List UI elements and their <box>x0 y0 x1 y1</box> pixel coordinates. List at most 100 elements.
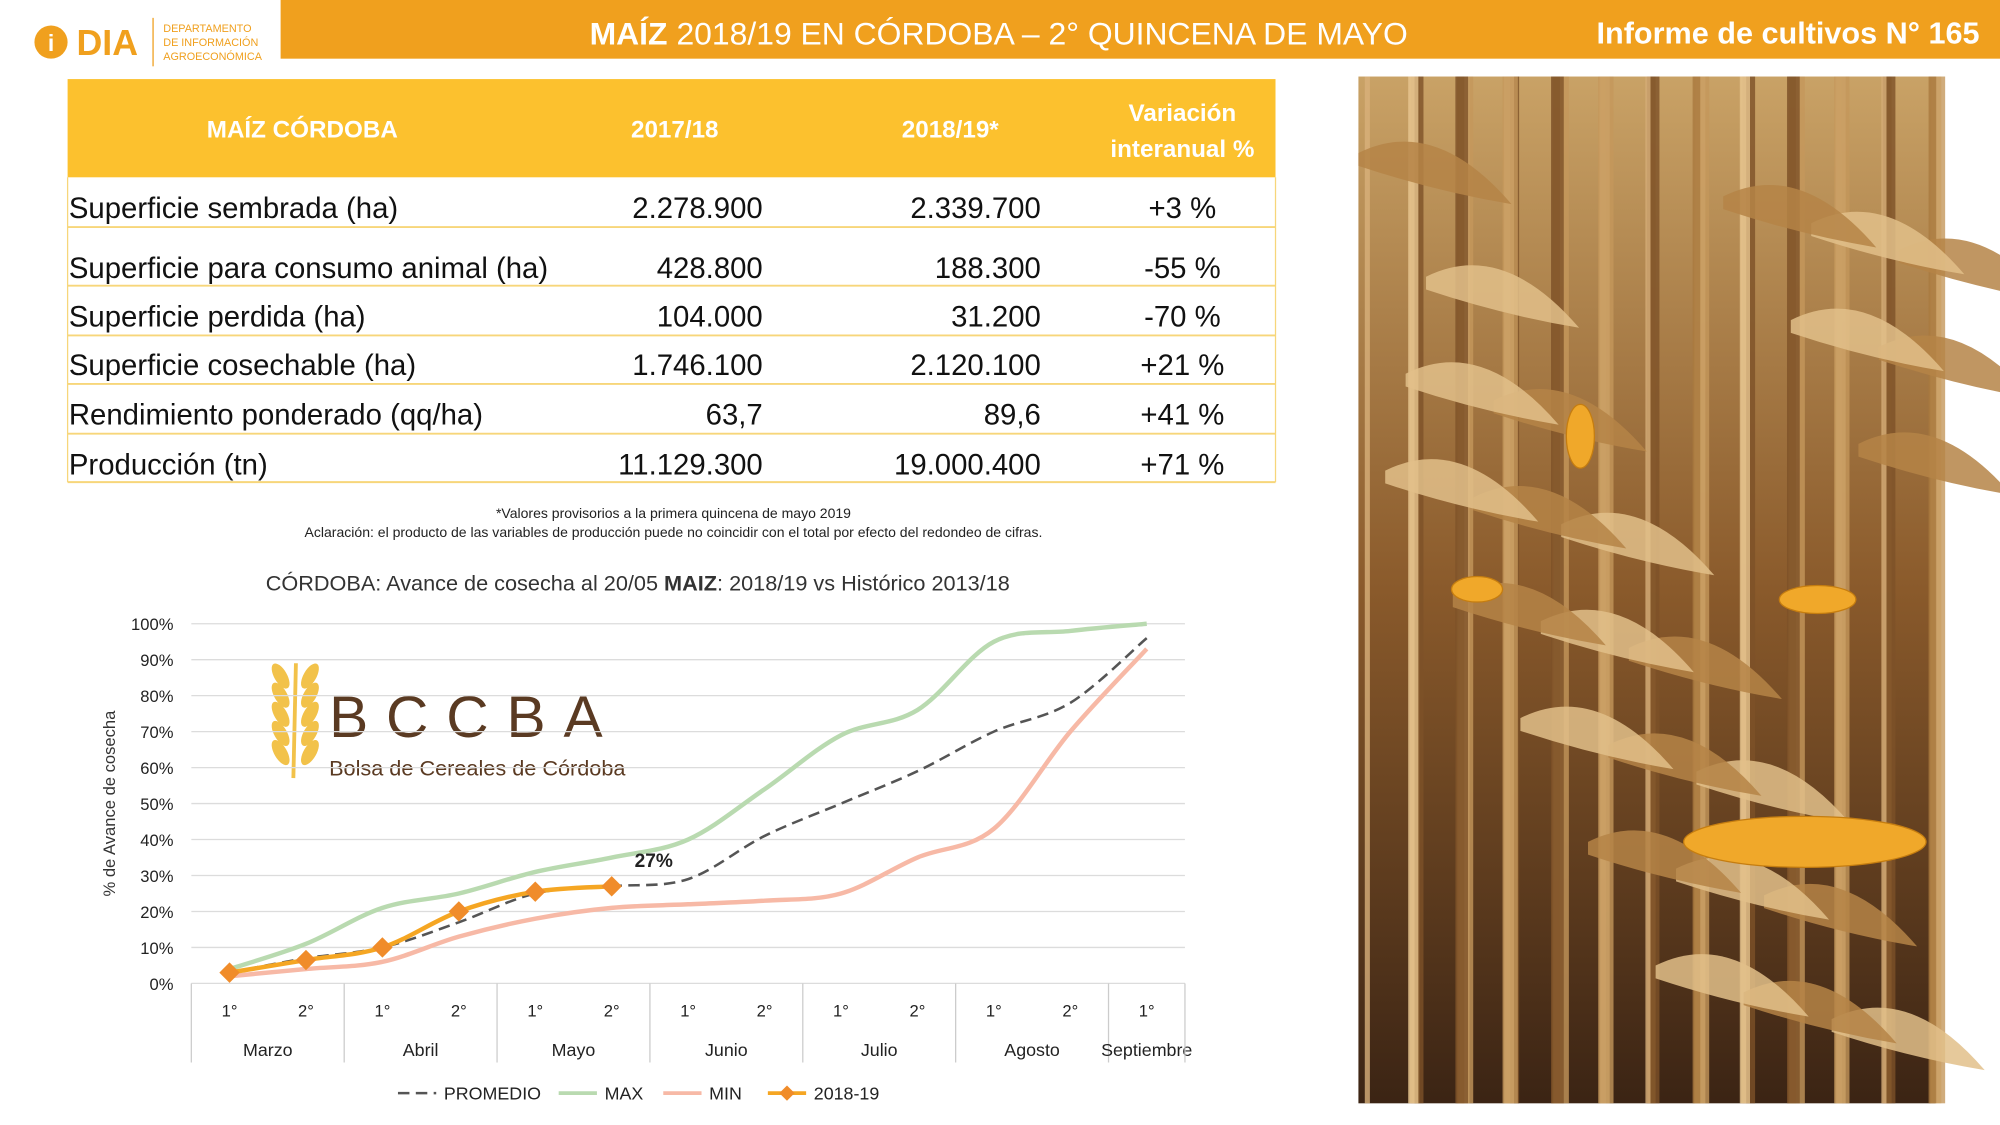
x-tick-label: 1° <box>833 1002 849 1021</box>
stalk <box>1598 76 1614 1104</box>
leaf <box>1385 459 1539 522</box>
wheat-stem <box>291 663 298 779</box>
column-header: MAÍZ CÓRDOBA <box>207 116 398 144</box>
x-tick-label: 2° <box>757 1002 773 1021</box>
logo: DIA <box>77 23 139 63</box>
cell: 19.000.400 <box>894 448 1041 481</box>
chart-title-part: MAIZ <box>664 571 717 596</box>
legend-label: MAX <box>605 1083 644 1103</box>
logo-icon <box>34 25 68 59</box>
cell: +21 % <box>1140 349 1224 382</box>
corn-cob <box>1450 575 1504 603</box>
stalk <box>1928 76 1937 1104</box>
cell: Rendimiento ponderado (qq/ha) <box>69 399 483 432</box>
point-marker <box>525 881 546 902</box>
y-axis-label: % de Avance de cosecha <box>100 710 119 897</box>
cell: 63,7 <box>706 399 763 432</box>
month-label: Julio <box>861 1040 898 1060</box>
month-label: Septiembre <box>1101 1040 1192 1060</box>
wheat-grain <box>271 701 290 727</box>
column-header: 2018/19* <box>902 117 1000 144</box>
leaf <box>1358 141 1512 205</box>
title-bold: MAÍZ <box>590 16 668 52</box>
legend-label: 2018-19 <box>814 1083 880 1103</box>
point-marker <box>601 876 622 897</box>
x-tick-label: 1° <box>986 1002 1002 1021</box>
department: DEPARTAMENTO <box>163 23 251 35</box>
data-label: 27% <box>635 851 673 872</box>
stalk <box>1692 76 1701 1104</box>
leaf <box>1426 265 1580 328</box>
y-tick-label: 20% <box>140 903 173 922</box>
cell: -55 % <box>1144 252 1221 285</box>
y-tick-label: 80% <box>140 687 173 706</box>
department: DE INFORMACIÓN <box>163 36 258 49</box>
wheat-grain <box>271 739 290 766</box>
cell: 188.300 <box>935 252 1041 285</box>
note: *Valores provisorios a la primera quince… <box>496 505 851 521</box>
x-tick-label: 1° <box>222 1002 238 1021</box>
stalk <box>1739 76 1750 1104</box>
series-line <box>229 647 1149 979</box>
cell: Producción (tn) <box>69 448 268 481</box>
cell: +41 % <box>1140 399 1224 432</box>
cell: 31.200 <box>951 301 1041 334</box>
wheat-grain <box>271 720 290 746</box>
cell: Superficie para consumo animal (ha) <box>69 252 548 285</box>
legend-label: MIN <box>709 1083 742 1103</box>
month-label: Mayo <box>552 1040 596 1060</box>
x-tick-label: 1° <box>680 1002 696 1021</box>
y-tick-label: 70% <box>140 723 173 742</box>
cell: 89,6 <box>984 399 1041 432</box>
x-tick-label: 1° <box>1139 1002 1155 1021</box>
stalk <box>1364 76 1370 1104</box>
chart-title-part: CÓRDOBA: Avance de cosecha al 20/05 <box>266 571 664 596</box>
y-tick-label: 50% <box>140 795 173 814</box>
wheat-grain <box>301 720 319 746</box>
watermark-name: BCCBA <box>329 685 620 750</box>
point-marker <box>372 937 393 958</box>
series-line <box>228 621 1147 972</box>
cell: 428.800 <box>657 252 763 285</box>
column-header: Variación <box>1129 100 1237 127</box>
month-label: Junio <box>705 1040 748 1060</box>
cell: 2.278.900 <box>632 192 762 225</box>
leaf <box>1588 830 1742 893</box>
watermark: BCCBA Bolsa de Cereales de Córdoba <box>271 663 626 781</box>
legend-marker <box>779 1085 795 1101</box>
stalk <box>1551 76 1564 1104</box>
x-tick-label: 2° <box>604 1002 620 1021</box>
legend-label: PROMEDIO <box>444 1083 541 1103</box>
chart-title-part: : 2018/19 vs Histórico 2013/18 <box>717 571 1010 596</box>
logo-i: i <box>48 30 54 56</box>
y-tick-label: 40% <box>140 831 173 850</box>
department: AGROECONÓMICA <box>163 50 262 63</box>
cell: 2.120.100 <box>910 349 1040 382</box>
x-tick-label: 1° <box>527 1002 543 1021</box>
cell: Superficie cosechable (ha) <box>69 349 416 382</box>
cell: Superficie perdida (ha) <box>69 301 366 334</box>
leaf <box>1655 954 1809 1017</box>
x-tick-label: 1° <box>374 1002 390 1021</box>
title-rest: 2018/19 EN CÓRDOBA – 2° QUINCENA DE MAYO <box>676 16 1407 52</box>
month-label: Abril <box>403 1040 439 1060</box>
stalk <box>1408 76 1419 1104</box>
leaf <box>1520 706 1674 770</box>
cell: -70 % <box>1144 301 1221 334</box>
x-tick-label: 2° <box>451 1002 467 1021</box>
point-marker <box>219 962 240 983</box>
y-tick-label: 30% <box>140 867 173 886</box>
month-label: Agosto <box>1004 1040 1060 1060</box>
leaf <box>1405 362 1559 425</box>
photo <box>1358 76 2000 1104</box>
x-tick-label: 2° <box>1062 1002 1078 1021</box>
cell: Superficie sembrada (ha) <box>69 192 398 225</box>
x-tick-label: 2° <box>298 1002 314 1021</box>
y-tick-label: 0% <box>150 975 174 994</box>
y-tick-label: 90% <box>140 651 173 670</box>
column-header: interanual % <box>1110 136 1254 163</box>
cell: +71 % <box>1140 448 1224 481</box>
month-label: Marzo <box>243 1040 293 1060</box>
